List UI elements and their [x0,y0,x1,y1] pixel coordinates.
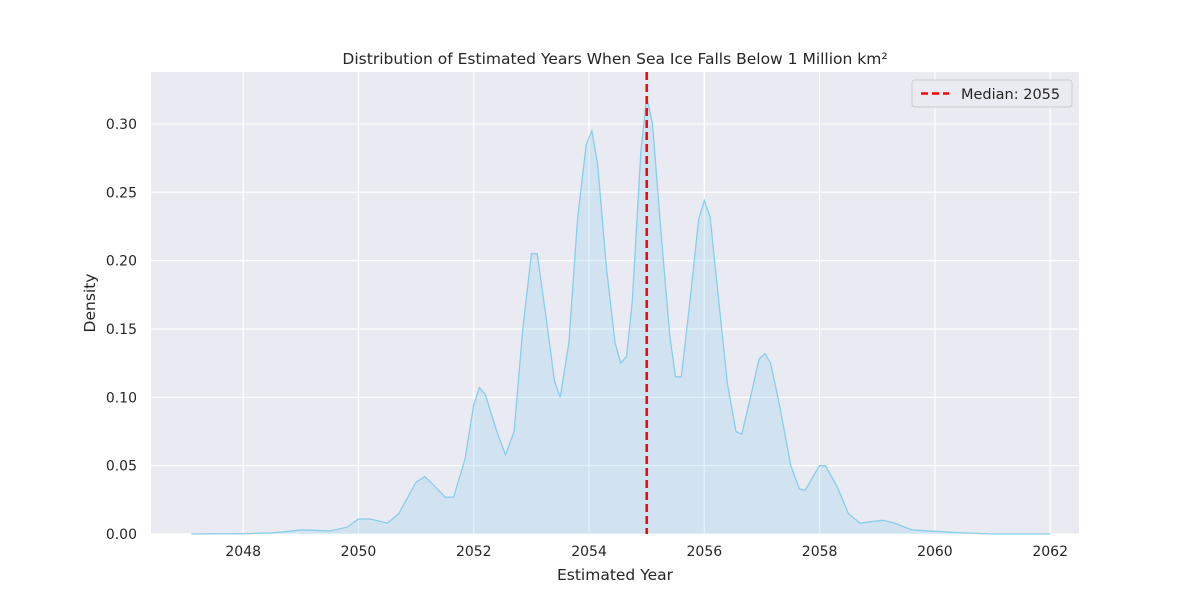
y-tick-label: 0.15 [106,322,137,338]
legend-label: Median: 2055 [961,87,1060,103]
y-tick-label: 0.05 [106,459,137,475]
density-line [191,96,1051,535]
y-tick-label: 0.10 [106,390,137,406]
y-tick-label: 0.30 [106,117,137,133]
y-tick-labels: 0.00 0.05 0.10 0.15 0.20 0.25 0.30 [106,117,137,543]
legend: Median: 2055 [911,79,1073,108]
x-tick-label: 2054 [571,544,607,560]
y-gridlines [151,123,1079,535]
x-tick-label: 2048 [225,544,261,560]
x-tick-label: 2058 [802,544,838,560]
y-axis-title: Density [81,274,99,333]
y-tick-label: 0.25 [106,185,137,201]
legend-box [911,79,1073,108]
x-tick-label: 2056 [687,544,723,560]
x-gridlines [242,72,1051,534]
x-axis-title: Estimated Year [557,566,674,584]
x-tick-label: 2050 [341,544,377,560]
x-tick-label: 2062 [1032,544,1068,560]
plot-background [151,72,1079,534]
density-fill [191,96,1051,534]
x-tick-labels: 2048 2050 2052 2054 2056 2058 2060 2062 [225,544,1068,560]
y-tick-label: 0.20 [106,254,137,270]
x-tick-label: 2060 [917,544,953,560]
x-tick-label: 2052 [456,544,492,560]
chart-title: Distribution of Estimated Years When Sea… [342,50,887,68]
y-tick-label: 0.00 [106,527,137,543]
